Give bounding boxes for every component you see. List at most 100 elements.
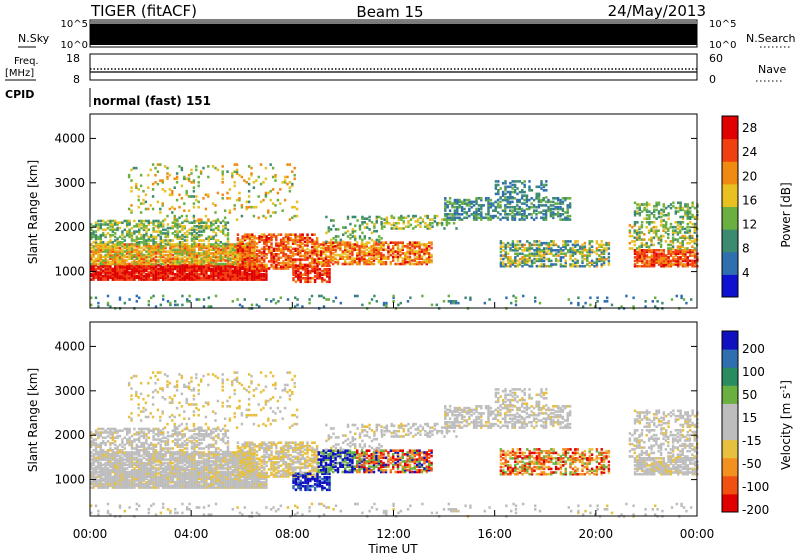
power-cell xyxy=(190,181,193,184)
power-cell xyxy=(267,211,270,214)
power-cell xyxy=(306,269,310,273)
power-cell xyxy=(315,247,319,251)
power-cell xyxy=(229,259,232,262)
power-cell xyxy=(554,202,557,205)
power-cell xyxy=(200,219,203,223)
power-cell xyxy=(396,245,400,248)
power-cell xyxy=(602,256,606,259)
power-cell xyxy=(329,241,332,244)
power-cell xyxy=(657,256,661,259)
power-cell xyxy=(176,271,179,274)
power-cell xyxy=(595,247,599,250)
power-cell xyxy=(287,238,290,242)
power-cell xyxy=(332,259,335,262)
power-cell xyxy=(162,248,165,252)
power-cell xyxy=(181,269,184,272)
power-cell xyxy=(140,262,143,266)
velocity-cell xyxy=(152,479,155,482)
power-cell xyxy=(554,249,558,252)
power-cell xyxy=(396,246,400,250)
power-cell xyxy=(274,204,277,207)
power-cell xyxy=(171,245,174,248)
power-cell xyxy=(377,260,380,264)
power-cell xyxy=(689,206,692,210)
power-cell xyxy=(139,202,143,205)
power-cell xyxy=(258,274,261,278)
power-cell xyxy=(198,226,201,230)
velocity-cell xyxy=(94,472,98,475)
power-cell xyxy=(212,223,215,226)
power-cell xyxy=(198,246,201,250)
power-cell xyxy=(679,229,682,232)
power-cell xyxy=(253,272,256,276)
power-cell xyxy=(250,276,254,280)
power-cell xyxy=(236,260,240,263)
power-cell xyxy=(368,215,371,219)
power-cell xyxy=(380,252,383,255)
power-cell xyxy=(401,243,404,246)
power-cell xyxy=(672,257,675,261)
power-colorbar-tick: 12 xyxy=(742,218,757,232)
power-cell xyxy=(657,229,660,232)
power-cell xyxy=(162,241,165,244)
power-cell xyxy=(130,179,133,182)
power-cell xyxy=(207,264,210,267)
power-cell xyxy=(217,250,220,253)
power-cell xyxy=(212,264,215,267)
velocity-cell xyxy=(133,472,136,475)
power-cell xyxy=(217,228,220,232)
power-cell xyxy=(202,245,206,248)
power-cell xyxy=(296,303,299,307)
power-cell xyxy=(212,272,215,276)
velocity-cell xyxy=(109,473,112,477)
power-cell xyxy=(423,253,426,257)
power-cell xyxy=(164,272,167,276)
power-cell xyxy=(501,216,505,220)
power-cell xyxy=(212,260,215,264)
power-cell xyxy=(92,250,95,253)
power-cell xyxy=(142,255,146,259)
power-cell xyxy=(297,268,300,271)
power-cell xyxy=(253,261,256,265)
power-cell xyxy=(512,294,515,298)
power-cell xyxy=(418,250,421,253)
power-cell xyxy=(625,294,628,298)
power-cell xyxy=(293,205,296,209)
power-cell xyxy=(150,278,153,281)
power-cell xyxy=(365,262,368,266)
power-cell xyxy=(684,212,687,215)
power-cell xyxy=(92,235,95,239)
power-cell xyxy=(121,230,124,233)
power-cell xyxy=(586,250,589,254)
power-cell xyxy=(674,206,677,210)
power-cell xyxy=(145,265,148,269)
power-cell xyxy=(109,239,112,242)
power-cell xyxy=(169,246,172,250)
power-cell xyxy=(514,257,517,261)
power-cell xyxy=(228,197,232,200)
power-cell xyxy=(219,245,222,248)
velocity-cell xyxy=(104,484,107,488)
power-cell xyxy=(135,269,138,272)
power-cell xyxy=(104,271,107,274)
power-cell xyxy=(109,262,112,266)
power-cell xyxy=(173,216,176,220)
power-cell xyxy=(109,219,112,223)
power-cell xyxy=(235,172,239,175)
power-cell xyxy=(123,239,126,242)
power-cell xyxy=(123,245,126,248)
power-cell xyxy=(188,271,191,274)
power-cell xyxy=(693,254,697,257)
power-cell xyxy=(651,300,654,303)
power-cell xyxy=(287,265,290,268)
power-cell xyxy=(408,246,412,250)
power-cell xyxy=(294,240,297,244)
power-cell xyxy=(566,249,570,252)
power-cell xyxy=(140,269,143,272)
power-cell xyxy=(154,265,158,269)
power-cell xyxy=(402,220,405,223)
power-cell xyxy=(444,214,447,218)
velocity-cell xyxy=(109,472,112,475)
power-cell xyxy=(142,245,146,248)
power-cell xyxy=(662,257,665,261)
